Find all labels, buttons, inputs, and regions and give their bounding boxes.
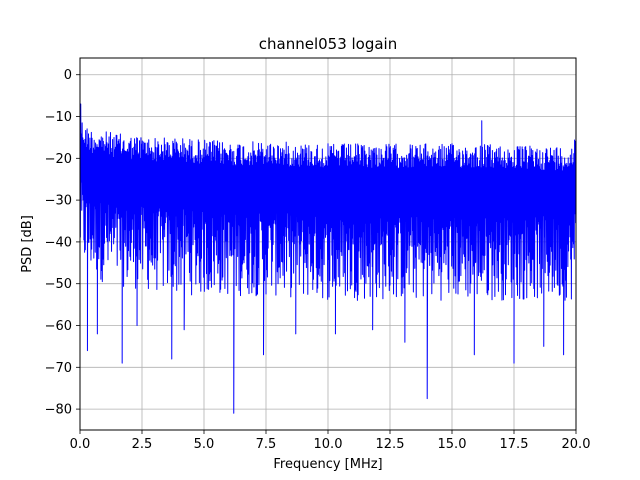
x-axis: 0.0 2.5 5.0 7.5 10.0 12.5 15.0 17.5 20.0 [70,430,591,452]
y-tick-label: −60 [45,319,72,334]
x-tick-label: 20.0 [562,437,591,452]
y-tick-label: −10 [45,110,72,125]
y-axis: 0 −10 −20 −30 −40 −50 −60 −70 −80 [45,68,80,418]
x-tick-label: 5.0 [194,437,215,452]
x-axis-title: Frequency [MHz] [273,457,382,472]
x-tick-label: 17.5 [500,437,529,452]
y-axis-title: PSD [dB] [20,215,35,273]
psd-series-line [79,103,577,414]
y-tick-label: 0 [64,68,72,83]
y-tick-label: −40 [45,235,72,250]
x-tick-label: 0.0 [70,437,91,452]
y-tick-label: −80 [45,403,72,418]
y-tick-label: −70 [45,361,72,376]
x-tick-label: 12.5 [376,437,405,452]
x-tick-label: 2.5 [132,437,153,452]
y-tick-label: −30 [45,194,72,209]
x-tick-label: 10.0 [314,437,343,452]
y-tick-label: −20 [45,152,72,167]
x-tick-label: 7.5 [256,437,277,452]
chart-title: channel053 logain [259,35,398,53]
x-tick-label: 15.0 [438,437,467,452]
plot-area [79,103,577,414]
y-tick-label: −50 [45,277,72,292]
